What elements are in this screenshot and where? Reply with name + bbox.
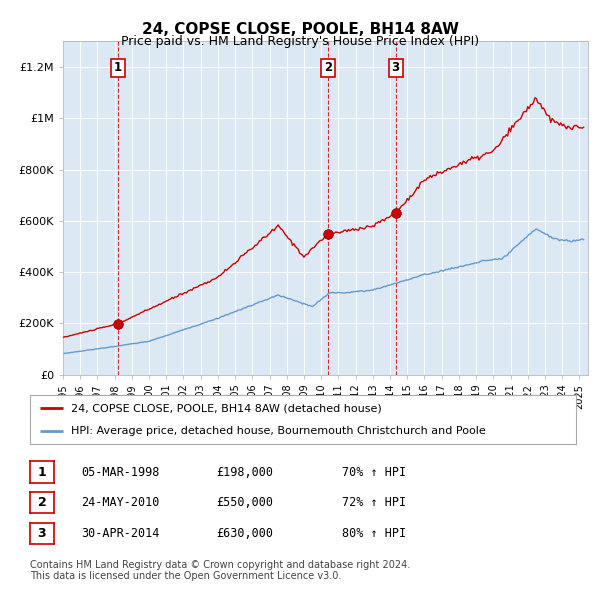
Text: £198,000: £198,000	[216, 466, 273, 478]
Text: This data is licensed under the Open Government Licence v3.0.: This data is licensed under the Open Gov…	[30, 571, 341, 581]
Text: £550,000: £550,000	[216, 496, 273, 509]
Text: 24, COPSE CLOSE, POOLE, BH14 8AW: 24, COPSE CLOSE, POOLE, BH14 8AW	[142, 22, 458, 37]
Text: 24, COPSE CLOSE, POOLE, BH14 8AW (detached house): 24, COPSE CLOSE, POOLE, BH14 8AW (detach…	[71, 404, 382, 414]
Text: 72% ↑ HPI: 72% ↑ HPI	[342, 496, 406, 509]
Text: Contains HM Land Registry data © Crown copyright and database right 2024.: Contains HM Land Registry data © Crown c…	[30, 560, 410, 571]
Text: 2: 2	[38, 496, 46, 509]
Text: Price paid vs. HM Land Registry's House Price Index (HPI): Price paid vs. HM Land Registry's House …	[121, 35, 479, 48]
Text: 24-MAY-2010: 24-MAY-2010	[81, 496, 160, 509]
Text: 3: 3	[38, 527, 46, 540]
Text: 80% ↑ HPI: 80% ↑ HPI	[342, 527, 406, 540]
Text: 2: 2	[324, 61, 332, 74]
Text: 3: 3	[392, 61, 400, 74]
Text: 1: 1	[38, 466, 46, 478]
Text: 05-MAR-1998: 05-MAR-1998	[81, 466, 160, 478]
Text: £630,000: £630,000	[216, 527, 273, 540]
Text: 30-APR-2014: 30-APR-2014	[81, 527, 160, 540]
Text: HPI: Average price, detached house, Bournemouth Christchurch and Poole: HPI: Average price, detached house, Bour…	[71, 425, 486, 435]
Text: 70% ↑ HPI: 70% ↑ HPI	[342, 466, 406, 478]
Text: 1: 1	[113, 61, 122, 74]
